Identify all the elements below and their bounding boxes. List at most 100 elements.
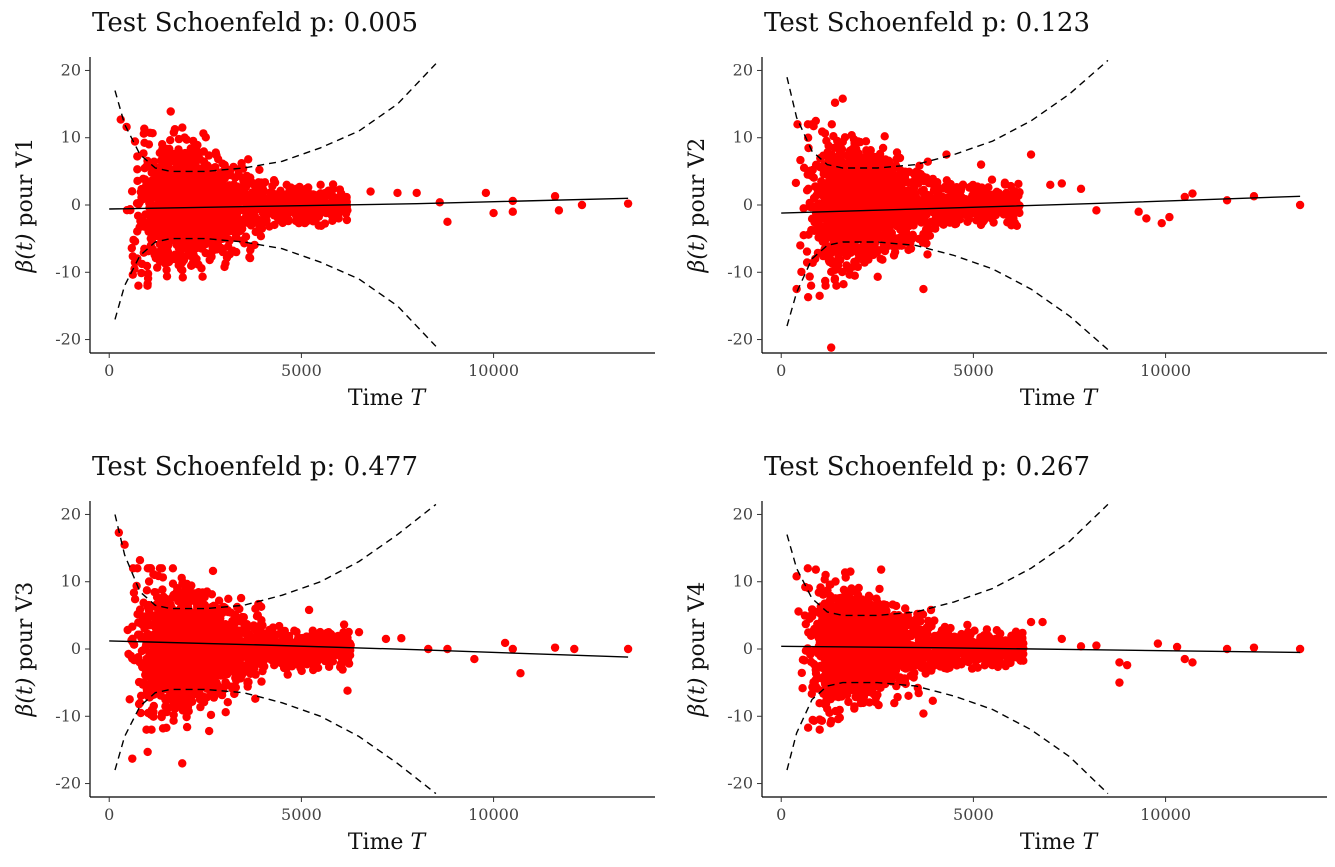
data-point <box>850 222 859 232</box>
data-point <box>1014 179 1023 189</box>
data-point <box>435 198 444 207</box>
data-point <box>199 147 208 156</box>
y-tick-label: -10 <box>727 262 753 281</box>
data-point <box>892 155 901 164</box>
data-point <box>826 203 835 213</box>
data-point <box>1076 184 1086 194</box>
x-tick-label: 10000 <box>468 361 519 380</box>
data-point <box>820 204 829 213</box>
data-point <box>817 177 826 186</box>
data-point <box>133 211 143 220</box>
data-point <box>806 281 816 290</box>
data-point <box>188 243 197 253</box>
data-point <box>233 602 242 612</box>
data-point <box>254 186 263 196</box>
data-point <box>255 165 264 174</box>
data-point <box>874 160 883 169</box>
x-tick-label: 5000 <box>281 361 322 380</box>
y-tick-label: 20 <box>61 504 81 523</box>
data-point <box>805 272 814 281</box>
data-point <box>816 210 825 220</box>
data-point <box>178 160 187 169</box>
data-point <box>869 218 879 227</box>
data-point <box>815 291 824 301</box>
data-point <box>240 179 249 189</box>
data-point <box>984 183 993 192</box>
data-point <box>815 189 824 198</box>
data-point <box>987 175 997 184</box>
data-point <box>925 231 935 240</box>
data-point <box>334 214 343 223</box>
data-point <box>921 225 931 234</box>
data-point <box>245 253 254 262</box>
data-point <box>824 232 833 242</box>
data-point <box>218 247 228 257</box>
data-point <box>873 173 883 182</box>
data-point <box>937 210 947 220</box>
data-point <box>861 254 870 263</box>
data-point <box>827 162 836 171</box>
y-tick-label: 10 <box>733 128 753 147</box>
x-tick-label: 10000 <box>1140 361 1191 380</box>
data-point <box>155 165 164 174</box>
data-point <box>180 133 189 142</box>
y-axis-title: β(t) pour V2 <box>685 138 710 274</box>
data-point <box>901 192 911 202</box>
data-point <box>195 225 205 234</box>
data-point <box>132 199 142 208</box>
data-point <box>333 196 343 205</box>
data-point <box>830 232 840 241</box>
data-point <box>1000 178 1010 187</box>
data-point <box>839 280 848 289</box>
data-point <box>247 242 256 251</box>
scatter-panel: Test Schoenfeld p: 0.477 -20 -10 0 10 20 0 5000… <box>0 444 663 867</box>
upper-band-line <box>114 63 437 173</box>
data-point <box>838 94 847 103</box>
data-point <box>201 133 210 142</box>
data-point <box>342 215 352 225</box>
data-point <box>308 207 317 216</box>
data-point <box>331 207 340 216</box>
data-point <box>821 276 830 286</box>
data-point <box>168 564 178 573</box>
data-point <box>1188 189 1197 198</box>
data-point <box>412 188 421 198</box>
data-point <box>160 154 169 163</box>
data-point <box>133 165 142 174</box>
data-point <box>258 215 267 224</box>
data-point <box>827 120 836 129</box>
data-point <box>167 214 176 223</box>
data-point <box>999 208 1008 218</box>
data-point <box>244 155 253 164</box>
data-point <box>987 214 997 223</box>
data-point <box>980 191 989 201</box>
data-point <box>149 157 159 166</box>
data-point <box>802 247 812 256</box>
data-point <box>158 145 167 154</box>
data-point <box>882 201 891 211</box>
data-point <box>190 146 199 155</box>
data-point <box>254 225 264 234</box>
data-point <box>803 120 813 129</box>
data-point <box>850 271 859 280</box>
x-tick-label: 10000 <box>468 805 519 824</box>
data-point <box>875 166 884 176</box>
data-point <box>820 244 829 253</box>
data-point <box>844 264 854 273</box>
data-point <box>155 257 165 266</box>
data-point <box>889 251 899 260</box>
data-point <box>892 148 902 157</box>
data-point <box>213 210 222 220</box>
data-point <box>830 180 839 189</box>
data-point <box>850 168 859 177</box>
panel-title: Test Schoenfeld p: 0.005 <box>92 8 419 38</box>
data-point <box>159 190 169 199</box>
data-point <box>156 198 165 207</box>
points-layer <box>114 528 633 768</box>
x-tick-label: 0 <box>776 361 786 380</box>
data-point <box>260 662 269 671</box>
data-point <box>393 188 402 198</box>
y-axis-title: β(t) pour V1 <box>13 138 38 274</box>
data-point <box>231 233 240 242</box>
data-point <box>818 127 827 136</box>
